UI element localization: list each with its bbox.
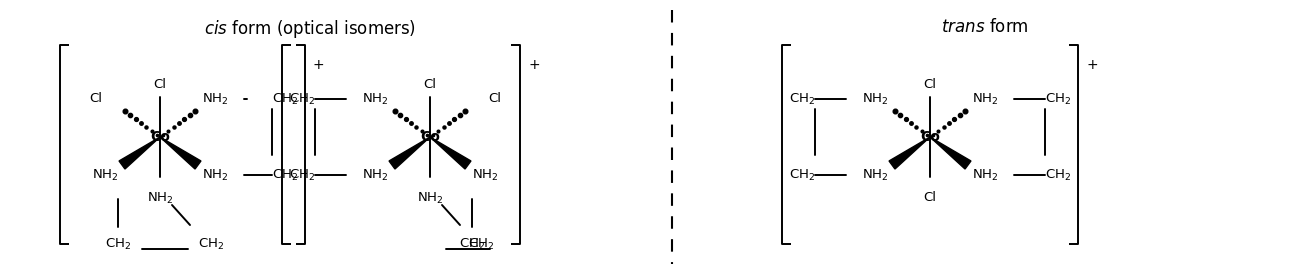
Text: NH$_2$: NH$_2$ <box>862 167 888 182</box>
Text: $\it{cis}$ form (optical isomers): $\it{cis}$ form (optical isomers) <box>204 18 416 40</box>
Text: NH$_2$: NH$_2$ <box>361 167 387 182</box>
Polygon shape <box>389 137 430 169</box>
Text: Co: Co <box>920 130 940 144</box>
Text: Cl: Cl <box>488 93 500 105</box>
Text: NH$_2$: NH$_2$ <box>417 191 443 206</box>
Text: NH$_2$: NH$_2$ <box>972 92 998 107</box>
Text: Cl: Cl <box>424 78 437 92</box>
Polygon shape <box>430 137 471 169</box>
Text: CH$_2$: CH$_2$ <box>289 92 315 107</box>
Text: CH$_2$: CH$_2$ <box>289 167 315 182</box>
Text: Cl: Cl <box>153 78 166 92</box>
Text: CH$_2$: CH$_2$ <box>1045 92 1071 107</box>
Text: NH$_2$: NH$_2$ <box>147 191 173 206</box>
Text: NH$_2$: NH$_2$ <box>202 92 229 107</box>
Text: CH$_2$: CH$_2$ <box>468 237 494 252</box>
Polygon shape <box>889 137 929 169</box>
Text: Co: Co <box>150 130 170 144</box>
Text: +: + <box>1086 58 1097 72</box>
Text: Cl: Cl <box>923 191 936 204</box>
Text: NH$_2$: NH$_2$ <box>202 167 229 182</box>
Polygon shape <box>160 137 202 169</box>
Text: NH$_2$: NH$_2$ <box>862 92 888 107</box>
Text: CH$_2$: CH$_2$ <box>1045 167 1071 182</box>
Text: +: + <box>313 58 325 72</box>
Text: +: + <box>528 58 540 72</box>
Text: CH$_2$: CH$_2$ <box>789 167 815 182</box>
Text: NH$_2$: NH$_2$ <box>91 167 118 182</box>
Text: CH$_2$: CH$_2$ <box>272 92 298 107</box>
Text: CH$_2$: CH$_2$ <box>789 92 815 107</box>
Text: CH$_2$: CH$_2$ <box>198 237 224 252</box>
Text: NH$_2$: NH$_2$ <box>472 167 498 182</box>
Text: Cl: Cl <box>88 93 101 105</box>
Text: Co: Co <box>420 130 439 144</box>
Polygon shape <box>930 137 971 169</box>
Text: CH$_2$: CH$_2$ <box>459 237 485 252</box>
Text: CH$_2$: CH$_2$ <box>272 167 298 182</box>
Text: Cl: Cl <box>923 78 936 92</box>
Text: NH$_2$: NH$_2$ <box>361 92 387 107</box>
Text: $\it{trans}$ form: $\it{trans}$ form <box>941 18 1028 36</box>
Text: NH$_2$: NH$_2$ <box>972 167 998 182</box>
Polygon shape <box>120 137 160 169</box>
Text: CH$_2$: CH$_2$ <box>105 237 131 252</box>
